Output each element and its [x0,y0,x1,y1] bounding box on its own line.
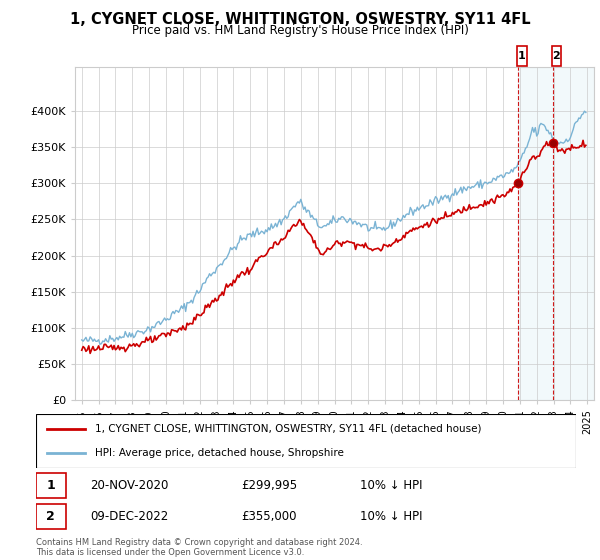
Text: 10% ↓ HPI: 10% ↓ HPI [360,479,422,492]
Text: 1: 1 [518,51,526,61]
Bar [36,474,66,498]
Text: 1, CYGNET CLOSE, WHITTINGTON, OSWESTRY, SY11 4FL: 1, CYGNET CLOSE, WHITTINGTON, OSWESTRY, … [70,12,530,27]
Text: 2: 2 [46,510,55,523]
Text: 20-NOV-2020: 20-NOV-2020 [90,479,169,492]
Text: Contains HM Land Registry data © Crown copyright and database right 2024.
This d: Contains HM Land Registry data © Crown c… [36,538,362,557]
FancyBboxPatch shape [36,414,576,468]
Text: Price paid vs. HM Land Registry's House Price Index (HPI): Price paid vs. HM Land Registry's House … [131,24,469,36]
Text: 09-DEC-2022: 09-DEC-2022 [90,510,168,523]
Text: HPI: Average price, detached house, Shropshire: HPI: Average price, detached house, Shro… [95,448,344,458]
Text: £355,000: £355,000 [241,510,296,523]
Bar [552,46,561,66]
Bar [518,67,594,400]
Text: 1, CYGNET CLOSE, WHITTINGTON, OSWESTRY, SY11 4FL (detached house): 1, CYGNET CLOSE, WHITTINGTON, OSWESTRY, … [95,424,482,434]
Text: £299,995: £299,995 [241,479,298,492]
Text: 2: 2 [553,51,560,61]
Text: 1: 1 [46,479,55,492]
Bar [517,46,527,66]
Text: 10% ↓ HPI: 10% ↓ HPI [360,510,422,523]
Bar [36,505,66,529]
